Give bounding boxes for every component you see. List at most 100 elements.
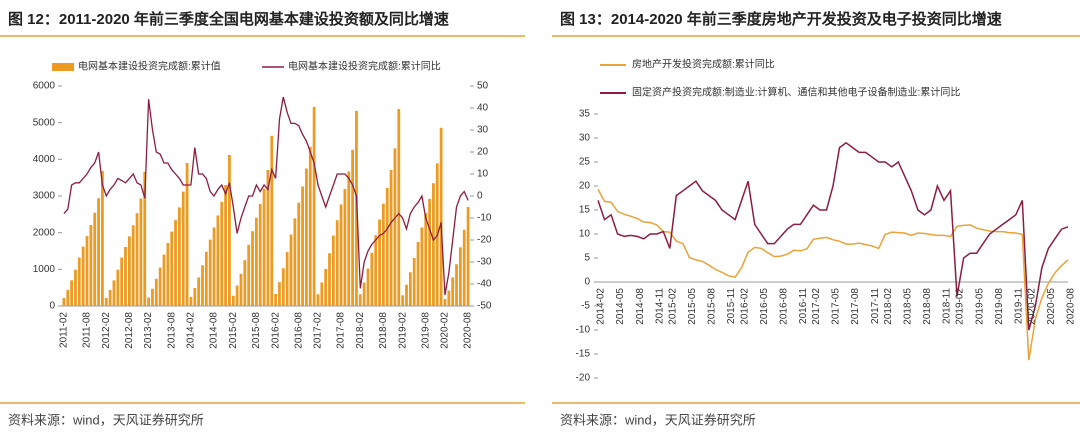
y-tick-label: 10 <box>579 229 591 240</box>
x-tick-label: 2017-02 <box>313 312 324 349</box>
x-tick-label: 2019-11 <box>1013 288 1024 324</box>
x-tick-label: 2013-08 <box>166 312 177 349</box>
y2-tick-label: -20 <box>477 235 492 246</box>
bar <box>393 148 397 306</box>
bar <box>166 242 170 306</box>
bar <box>231 295 235 306</box>
bar <box>104 297 108 306</box>
bar <box>74 269 77 306</box>
x-tick-label: 2018-08 <box>922 288 933 325</box>
x-tick-label: 2016-02 <box>739 288 750 325</box>
bar <box>151 288 154 306</box>
bar <box>297 202 301 306</box>
x-tick-label: 2017-02 <box>811 288 822 325</box>
bar <box>289 234 293 306</box>
x-tick-label: 2014-08 <box>209 312 220 349</box>
line <box>597 189 1069 361</box>
x-tick-label: 2017-08 <box>336 312 347 349</box>
y-tick-label: 6000 <box>33 81 56 92</box>
bar <box>170 231 174 306</box>
bar <box>462 229 466 306</box>
x-tick-label: 2011-08 <box>82 312 93 348</box>
bar <box>432 183 435 306</box>
bar <box>85 235 89 306</box>
bar <box>181 191 185 306</box>
bar <box>62 297 66 306</box>
y-tick-label: 25 <box>579 157 591 168</box>
y-tick-label: 4000 <box>33 154 56 165</box>
bar <box>262 188 266 306</box>
y-tick-label: 3000 <box>33 191 56 202</box>
bar <box>339 204 343 306</box>
x-tick-label: 2014-08 <box>635 288 646 325</box>
x-tick-label: 2012-02 <box>101 312 112 349</box>
bar <box>77 257 81 306</box>
x-tick-label: 2013-02 <box>143 312 154 349</box>
x-tick-label: 2020-02 <box>1026 288 1037 325</box>
chart-title: 图 12：2011-2020 年前三季度全国电网基本建设投资额及同比增速 <box>8 10 449 28</box>
y-tick-label: 20 <box>579 181 591 192</box>
line <box>597 141 1069 331</box>
bar <box>281 268 285 306</box>
bar <box>81 246 85 306</box>
y2-tick-label: 40 <box>477 103 489 114</box>
bar <box>143 171 147 306</box>
bar <box>358 294 362 306</box>
x-tick-label: 2015-02 <box>667 288 678 325</box>
bar <box>324 268 328 306</box>
y2-tick-label: -10 <box>477 213 492 224</box>
bar <box>266 169 270 306</box>
bar <box>120 257 124 306</box>
bar <box>212 227 216 306</box>
bar <box>116 269 120 306</box>
bar <box>235 285 239 306</box>
bar <box>197 277 201 306</box>
bar <box>316 294 320 306</box>
bar <box>420 227 424 306</box>
y-tick-label: 0 <box>49 301 55 312</box>
y-tick-label: 1000 <box>33 264 56 275</box>
x-tick-label: 2020-02 <box>440 312 451 349</box>
y-tick-label: 15 <box>579 205 591 216</box>
bar <box>412 257 416 306</box>
x-tick-label: 2014-02 <box>596 288 607 325</box>
bar <box>347 171 351 306</box>
bar <box>305 168 308 306</box>
bar <box>270 135 274 306</box>
y-tick-label: -15 <box>576 349 591 360</box>
y-tick-label: -10 <box>576 325 591 336</box>
x-tick-label: 2015-11 <box>726 288 737 324</box>
bar <box>466 207 470 306</box>
bar <box>397 109 401 306</box>
y-tick-label: -20 <box>576 373 591 384</box>
x-tick-label: 2017-05 <box>831 288 842 325</box>
bar <box>278 282 281 306</box>
bar <box>351 149 354 306</box>
bar <box>451 277 455 306</box>
x-tick-label: 2017-08 <box>850 288 861 325</box>
y-tick-label: 2000 <box>33 227 56 238</box>
bar <box>70 280 74 306</box>
bar <box>135 213 139 306</box>
bar <box>374 235 378 306</box>
bar <box>428 198 431 306</box>
bar <box>66 289 70 306</box>
x-tick-label: 2015-05 <box>687 288 698 325</box>
bar <box>174 220 177 306</box>
legend-label: 电网基本建设投资完成额:累计同比 <box>288 60 441 73</box>
bar <box>228 154 231 306</box>
bar <box>335 220 339 306</box>
bar <box>158 267 162 306</box>
x-tick-label: 2017-11 <box>870 288 881 324</box>
bar <box>108 289 112 306</box>
x-tick-label: 2018-02 <box>883 288 894 325</box>
bar <box>458 247 462 306</box>
y-tick-label: 35 <box>579 109 591 120</box>
bar <box>139 198 143 306</box>
bar <box>274 293 278 306</box>
bar <box>147 297 150 306</box>
bar <box>320 282 324 306</box>
bar <box>405 284 408 306</box>
x-tick-label: 2016-05 <box>759 288 770 325</box>
